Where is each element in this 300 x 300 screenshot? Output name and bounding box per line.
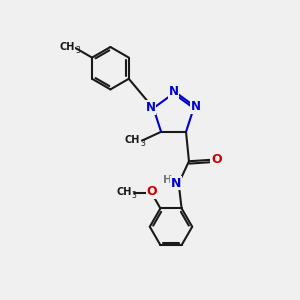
Text: CH: CH (60, 42, 75, 52)
Text: N: N (146, 101, 155, 114)
Text: 3: 3 (76, 46, 80, 55)
Text: N: N (191, 100, 201, 113)
Text: O: O (146, 185, 157, 198)
Text: CH: CH (116, 188, 132, 197)
Text: N: N (171, 177, 181, 190)
Text: O: O (211, 153, 222, 166)
Text: 3: 3 (140, 139, 145, 148)
Text: CH: CH (125, 135, 140, 145)
Text: 3: 3 (132, 191, 137, 200)
Text: H: H (163, 175, 172, 185)
Text: N: N (169, 85, 178, 98)
